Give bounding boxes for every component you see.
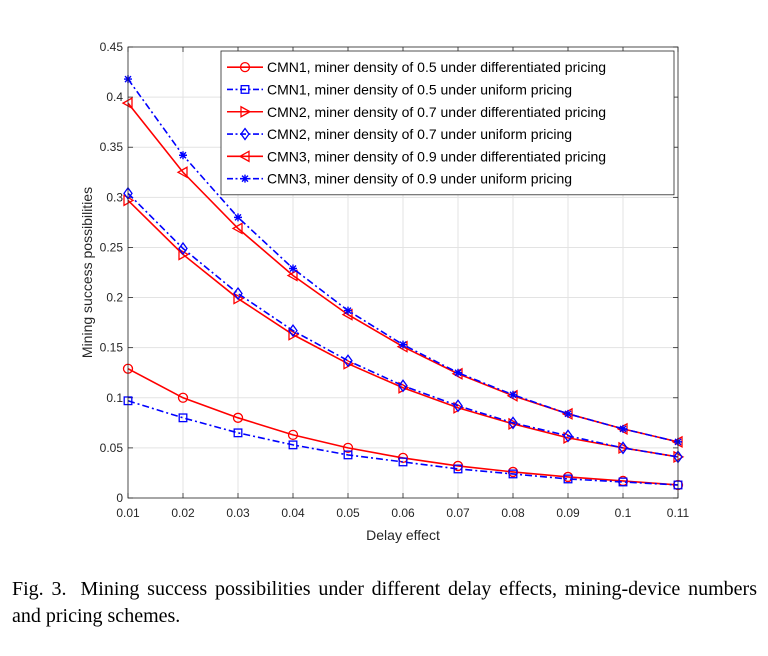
data-point	[288, 328, 300, 341]
data-point	[233, 428, 243, 438]
series-line	[127, 192, 679, 458]
x-tick-label: 0.06	[391, 506, 415, 520]
legend-entry: CMN2, miner density of 0.7 under uniform…	[227, 126, 572, 142]
series-6	[124, 75, 682, 446]
data-point	[398, 379, 408, 393]
legend-label: CMN3, miner density of 0.9 under differe…	[267, 148, 606, 164]
data-point	[178, 241, 188, 256]
figure-label: Fig. 3.	[12, 578, 67, 600]
data-point	[121, 97, 133, 110]
data-point	[452, 460, 464, 472]
data-point	[453, 399, 463, 413]
x-tick-label: 0.11	[667, 506, 690, 520]
data-point	[286, 269, 298, 282]
data-point	[288, 324, 298, 338]
data-point	[179, 151, 187, 160]
data-point	[564, 409, 572, 418]
data-point	[178, 413, 188, 423]
data-point	[288, 440, 298, 450]
legend-marker	[240, 127, 250, 141]
y-tick-label: 0.4	[106, 90, 123, 104]
legend-label: CMN3, miner density of 0.9 under uniform…	[267, 171, 572, 187]
axis-ticks: 0.01 0.02 0.03 0.04 0.05 0.06 0.07 0.08 0.09 0.1 0…	[100, 40, 690, 520]
y-tick-label: 0.1	[106, 391, 123, 405]
data-point	[344, 306, 352, 315]
legend-marker	[238, 150, 250, 163]
y-tick-label: 0.2	[106, 291, 123, 305]
data-point	[343, 450, 353, 460]
data-point	[509, 390, 517, 399]
legend-label: CMN1, miner density of 0.5 under differe…	[267, 59, 606, 75]
legend-label: CMN1, miner density of 0.5 under uniform…	[267, 81, 572, 97]
x-tick-label: 0.1	[615, 506, 632, 520]
legend: CMN1, miner density of 0.5 under differe…	[220, 50, 675, 196]
legend-marker	[240, 85, 250, 94]
data-point	[343, 354, 353, 368]
legend-entry: CMN2, miner density of 0.7 under differe…	[227, 104, 606, 120]
data-point	[508, 469, 518, 479]
data-point	[233, 286, 243, 301]
plot-frame	[127, 46, 679, 499]
legend-marker	[241, 174, 249, 183]
legend-entry: CMN1, miner density of 0.5 under differe…	[227, 59, 606, 75]
legend-entry: CMN1, miner density of 0.5 under uniform…	[227, 81, 572, 97]
x-tick-label: 0.09	[556, 506, 580, 520]
figure-caption: Fig. 3. Mining success possibilities unde…	[12, 576, 757, 630]
legend-marker	[240, 105, 252, 118]
data-point	[562, 471, 574, 483]
data-point	[233, 292, 245, 305]
y-tick-label: 0.45	[100, 40, 124, 54]
line-chart: 0.01 0.02 0.03 0.04 0.05 0.06 0.07 0.08 0.09 0.1 0…	[79, 40, 690, 543]
figure-caption-text: Mining success possibilities under diffe…	[12, 578, 757, 627]
data-point	[619, 424, 627, 433]
data-point	[176, 166, 188, 179]
data-point	[342, 442, 354, 454]
data-point	[397, 452, 409, 464]
data-point	[231, 222, 243, 235]
data-point	[234, 213, 242, 222]
legend-label: CMN2, miner density of 0.7 under uniform…	[267, 126, 572, 142]
legend-label: CMN2, miner density of 0.7 under differe…	[267, 104, 606, 120]
series-lines	[121, 75, 685, 491]
data-point	[232, 412, 244, 423]
data-point	[618, 441, 628, 455]
data-point	[287, 429, 299, 441]
data-point	[398, 457, 408, 467]
data-point	[563, 429, 573, 443]
x-tick-label: 0.08	[501, 506, 525, 520]
data-point	[399, 340, 407, 349]
x-axis-label: Delay effect	[366, 527, 440, 543]
legend-box	[220, 50, 675, 196]
data-point	[507, 466, 519, 478]
legend-entry: CMN3, miner density of 0.9 under uniform…	[227, 171, 572, 187]
data-point	[618, 477, 628, 487]
x-tick-label: 0.04	[281, 506, 305, 520]
data-point	[289, 264, 297, 273]
data-point	[453, 464, 463, 474]
series-2	[123, 396, 683, 490]
x-tick-label: 0.07	[446, 506, 470, 520]
y-tick-label: 0.25	[100, 240, 124, 254]
data-point	[454, 368, 462, 377]
data-point	[178, 248, 190, 261]
x-tick-label: 0.01	[116, 506, 140, 520]
y-tick-label: 0.3	[106, 190, 123, 204]
y-axis-label: Mining success possibilities	[79, 187, 95, 358]
legend-entry: CMN3, miner density of 0.9 under differe…	[227, 148, 606, 164]
x-tick-label: 0.05	[336, 506, 360, 520]
y-tick-label: 0.15	[100, 341, 124, 355]
y-tick-label: 0.35	[100, 140, 124, 154]
y-tick-label: 0.05	[100, 441, 124, 455]
data-point	[563, 474, 573, 484]
series-4	[123, 186, 683, 464]
legend-marker	[239, 62, 251, 73]
x-tick-label: 0.03	[226, 506, 250, 520]
data-point	[508, 416, 518, 430]
series-line	[127, 199, 679, 458]
x-tick-label: 0.02	[171, 506, 195, 520]
series-line	[127, 400, 679, 486]
y-tick-label: 0	[116, 491, 123, 505]
data-point	[177, 392, 189, 403]
